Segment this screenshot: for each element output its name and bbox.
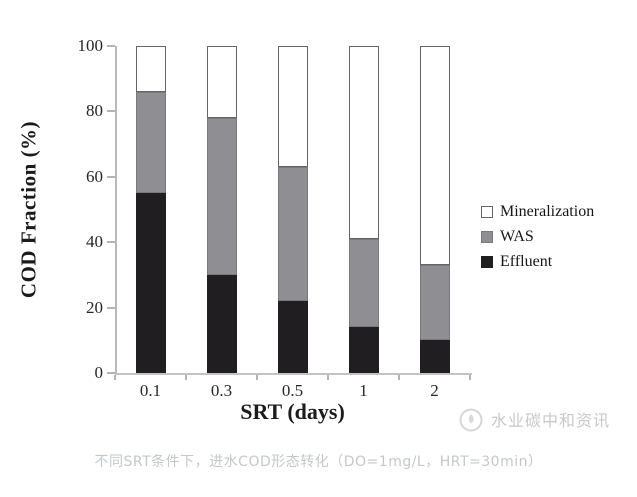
bar-srt-2 [419, 46, 450, 373]
y-tick-label: 40 [86, 232, 103, 252]
y-tick-mark [107, 175, 115, 178]
y-tick-mark [107, 110, 115, 113]
x-tick-mark [398, 375, 400, 380]
y-axis-title: COD Fraction (%) [16, 120, 41, 299]
legend-label: WAS [500, 228, 534, 245]
x-tick-label: 1 [359, 381, 368, 400]
x-tick-mark [469, 375, 471, 380]
watermark-text: 水业碳中和资讯 [491, 411, 611, 430]
watermark: 水业碳中和资讯 [457, 405, 610, 433]
y-tick-label: 0 [94, 363, 104, 382]
watermark-logo-icon [459, 408, 483, 432]
legend-item-effluent: Effluent [481, 253, 594, 271]
legend-label: Effluent [500, 253, 553, 270]
bar-srt-0.5 [277, 46, 308, 373]
x-tick-label: 0.3 [210, 381, 233, 400]
bar-segment-effluent [348, 327, 379, 373]
bar-srt-0.3 [206, 46, 237, 373]
bar-segment-effluent [277, 301, 308, 373]
y-tick-label: 60 [86, 166, 103, 186]
bar-segment-mineralization [206, 46, 237, 118]
x-tick-mark [114, 375, 116, 380]
bar-segment-mineralization [135, 46, 166, 92]
legend-swatch-was [481, 231, 493, 243]
bar-srt-0.1 [135, 46, 166, 373]
y-tick-label: 100 [77, 36, 104, 55]
bar-segment-effluent [135, 193, 166, 373]
legend-swatch-effluent [481, 256, 493, 268]
bar-segment-was [135, 91, 166, 194]
legend-item-mineralization: Mineralization [481, 203, 594, 221]
bar-segment-mineralization [348, 46, 379, 239]
bar-segment-mineralization [419, 46, 450, 266]
bar-segment-effluent [419, 340, 450, 373]
bar-segment-was [206, 117, 237, 275]
y-tick-label: 80 [86, 101, 103, 121]
x-axis-title: SRT (days) [240, 399, 345, 424]
y-tick-mark [107, 306, 115, 309]
y-tick-label: 20 [86, 297, 103, 317]
legend-label: Mineralization [500, 203, 595, 220]
legend: Mineralization WAS Effluent [481, 203, 594, 278]
y-tick-mark [107, 241, 115, 244]
x-tick-mark [327, 375, 329, 380]
x-tick-label: 0.1 [139, 381, 162, 400]
legend-swatch-mineralization [481, 206, 493, 218]
bar-segment-was [419, 265, 450, 341]
plot-area [115, 46, 472, 375]
y-tick-mark [107, 45, 115, 47]
legend-item-was: WAS [481, 228, 594, 246]
y-tick-mark [107, 372, 115, 374]
x-tick-mark [256, 375, 258, 380]
x-tick-label: 2 [430, 381, 439, 400]
x-tick-mark [185, 375, 187, 380]
x-tick-label: 0.5 [281, 381, 304, 400]
bar-segment-mineralization [277, 46, 308, 167]
bar-segment-was [277, 167, 308, 302]
figure-caption: 不同SRT条件下，进水COD形态转化（DO=1mg/L，HRT=30min） [94, 454, 543, 470]
bar-segment-was [348, 238, 379, 328]
bar-segment-effluent [206, 274, 237, 373]
bar-srt-1 [348, 46, 379, 373]
